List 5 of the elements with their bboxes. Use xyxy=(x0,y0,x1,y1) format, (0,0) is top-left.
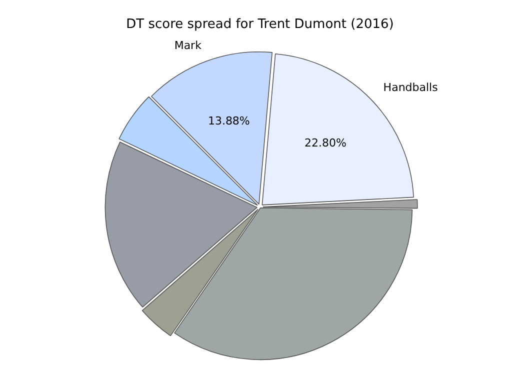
data-label: 13.88% xyxy=(208,114,250,128)
slice-label: Handballs xyxy=(383,80,438,94)
chart-title: DT score spread for Trent Dumont (2016) xyxy=(125,16,395,34)
data-label: 22.80% xyxy=(304,136,346,150)
slice-label: Mark xyxy=(174,38,202,52)
